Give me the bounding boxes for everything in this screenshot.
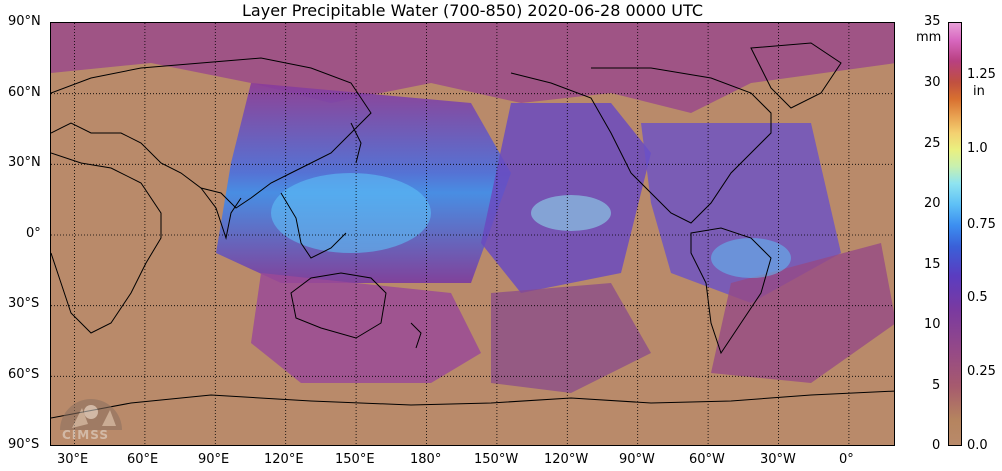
coast-seasia	[280, 192, 347, 259]
colorbar	[948, 22, 962, 446]
lat-label-90n: 90°N	[8, 14, 41, 29]
coast-australia	[290, 272, 387, 339]
lat-label-60n: 60°N	[8, 85, 41, 100]
moist-core-wpac	[271, 173, 431, 253]
coast-japan	[350, 122, 362, 164]
coast-india	[200, 187, 242, 240]
lat-label-30s: 30°S	[8, 296, 40, 311]
lon-label-150e: 150°E	[335, 452, 375, 467]
moist-core-epac	[531, 195, 611, 231]
lon-label-90e: 90°E	[198, 452, 230, 467]
colorbar-mm-10: 10	[924, 317, 941, 332]
lon-label-90w: 90°W	[619, 452, 655, 467]
coast-antarctica	[51, 390, 894, 419]
colorbar-in-125: 1.25	[967, 67, 996, 82]
colorbar-in-000: 0.0	[967, 438, 988, 453]
data-swath-southatl	[711, 243, 894, 383]
lon-label-120e: 120°E	[264, 452, 304, 467]
lon-label-30e: 30°E	[57, 452, 89, 467]
colorbar-mm-unit: mm	[916, 30, 942, 45]
lon-label-60e: 60°E	[127, 452, 159, 467]
colorbar-mm-30: 30	[924, 75, 941, 90]
map-layers	[51, 23, 894, 445]
colorbar-in-025: 0.25	[967, 364, 996, 379]
cimss-logo: CIMSS	[52, 388, 130, 444]
lon-label-60w: 60°W	[689, 452, 725, 467]
colorbar-mm-25: 25	[924, 136, 941, 151]
lon-label-120w: 120°W	[544, 452, 589, 467]
coast-newzealand	[410, 322, 422, 349]
lon-label-0: 0°	[839, 452, 854, 467]
coast-greenland	[750, 42, 842, 109]
colorbar-top-value: 35	[924, 14, 941, 29]
lon-label-30w: 30°W	[760, 452, 796, 467]
lat-label-30n: 30°N	[8, 155, 41, 170]
colorbar-in-050: 0.5	[967, 290, 988, 305]
lon-label-150w: 150°W	[474, 452, 519, 467]
colorbar-mm-20: 20	[924, 196, 941, 211]
data-swath-south	[251, 273, 481, 383]
colorbar-in-075: 0.75	[967, 217, 996, 232]
coast-northamerica	[510, 67, 772, 224]
lat-label-60s: 60°S	[8, 367, 40, 382]
cimss-emblem-icon	[60, 399, 122, 430]
coastlines	[51, 42, 894, 419]
data-swath-southpac	[491, 283, 651, 393]
lat-label-90s: 90°S	[8, 437, 40, 452]
data-swath-north	[51, 23, 894, 113]
colorbar-mm-15: 15	[924, 257, 941, 272]
lon-label-180: 180°	[410, 452, 442, 467]
colorbar-in-100: 1.0	[967, 141, 988, 156]
colorbar-mm-5: 5	[932, 378, 941, 393]
coast-africa	[51, 152, 162, 334]
cimss-logo-text: CIMSS	[62, 428, 109, 442]
lat-label-0: 0°	[26, 226, 41, 241]
coast-eurasia	[51, 57, 372, 209]
moist-core-carib	[711, 238, 791, 278]
precipitable-water-map	[50, 22, 895, 446]
map-title: Layer Precipitable Water (700-850) 2020-…	[242, 1, 703, 20]
colorbar-mm-0: 0	[932, 438, 941, 453]
colorbar-in-unit: in	[973, 84, 985, 99]
